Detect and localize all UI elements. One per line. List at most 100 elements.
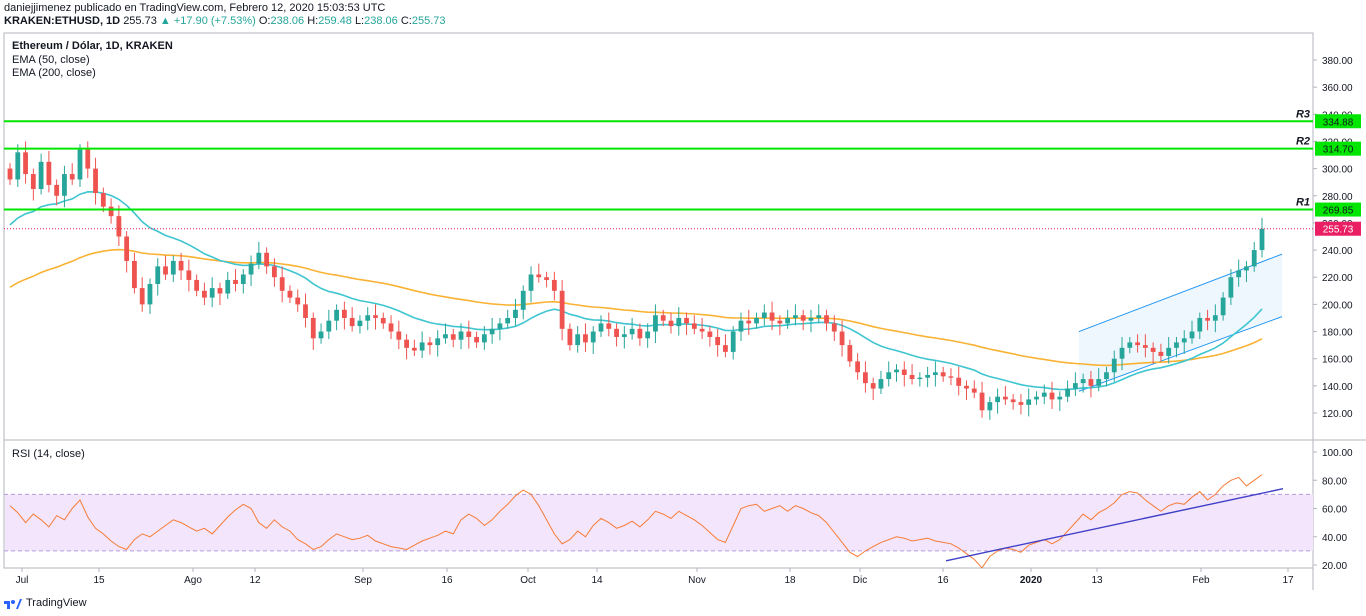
candle-body [388,323,394,332]
candle-body [271,266,277,278]
time-tick-label: Oct [520,575,536,586]
candle-body [645,331,651,339]
candle-body [15,152,21,180]
candle-body [1041,392,1047,397]
candle-body [427,342,433,346]
candle-body [761,312,767,318]
candle-body [707,331,713,337]
candle-body [474,336,479,343]
candle-body [824,315,829,324]
candle-body [46,161,52,185]
candle-body [178,260,184,271]
candle-body [38,161,44,189]
candle-body [1212,315,1218,321]
candle-body [349,317,355,327]
candle-body [513,309,518,318]
candle-body [971,388,977,393]
candle-body [497,323,503,329]
candle-body [202,290,207,298]
candle-body [606,323,612,329]
candle-body [209,288,215,298]
resistance-value-r3: 334.88 [1323,117,1354,128]
resistance-name-r1: R1 [1296,197,1310,209]
low-label: L: [354,15,365,27]
candle-body [1088,379,1094,386]
candle-body [964,385,969,389]
tradingview-logo[interactable]: TradingView [4,597,87,609]
open-label: O: [258,15,271,27]
candle-body [404,339,409,348]
candle-body [1104,372,1109,380]
candle-body [1251,250,1257,267]
ema200-legend[interactable]: EMA (200, close) [12,67,96,79]
time-tick-label: 14 [591,575,603,586]
time-tick-label: Nov [688,575,706,586]
candle-body [863,372,868,384]
time-tick-label: 16 [937,575,949,586]
candle-body [1034,396,1039,400]
candle-body [186,270,192,280]
candle-body [979,392,985,411]
tradingview-icon [4,599,22,609]
candle-body [1205,317,1210,321]
candle-body [668,320,674,327]
candle-body [1065,388,1070,397]
ema50-legend[interactable]: EMA (50, close) [12,54,90,66]
candle-body [69,174,75,180]
candle-body [1080,379,1086,384]
time-tick-label: 18 [784,575,796,586]
candle-body [287,290,293,298]
candle-body [621,334,627,337]
candle-body [653,315,658,332]
time-tick-label: Feb [1192,575,1210,586]
symbol-ohlc-bar: KRAKEN:ETHUSD, 1D 255.73 ▲ +17.90 (+7.53… [4,15,446,27]
candle-body [132,260,137,289]
candle-body [1181,338,1187,343]
candle-body [754,317,759,324]
candle-body [147,284,153,305]
candle-body [785,317,791,324]
candle-body [357,320,363,327]
candle-body [1119,347,1125,359]
time-tick-label: Sep [354,575,372,586]
price-tick-label: 220.00 [1322,273,1353,284]
high-label: H: [307,15,319,27]
change-up-icon: ▲ [159,15,171,27]
candle-body [170,260,176,275]
candle-body [1158,351,1164,356]
candle-body [878,379,884,389]
channel-lower [1078,316,1283,392]
price-tick-label: 200.00 [1322,300,1353,311]
candle-body [194,279,200,291]
price-tick-label: 380.00 [1322,56,1353,67]
candle-body [691,323,697,329]
candle-body [925,374,931,378]
rsi-legend[interactable]: RSI (14, close) [12,448,85,460]
resistance-tag-r3 [1315,114,1361,129]
candle-body [1174,342,1179,348]
candle-body [738,320,744,332]
candle-body [100,193,106,207]
low-value: 238.06 [364,15,398,27]
resistance-tag-r2 [1315,141,1361,156]
rsi-line [9,474,1263,569]
candle-body [139,288,145,305]
candle-body [1142,345,1148,348]
candle-body [1096,379,1102,386]
candle-body [956,377,962,386]
candle-body [598,323,604,332]
candle-body [816,315,822,318]
candle-body [155,266,161,285]
candle-body [240,274,246,285]
candle-body [1010,399,1016,403]
time-tick-label: 15 [93,575,105,586]
candle-body [443,334,448,339]
candle-body [1049,392,1055,400]
candle-body [551,279,557,291]
candle-body [310,317,316,339]
symbol-name: KRAKEN:ETHUSD, 1D [4,15,121,27]
price-tick-label: 160.00 [1322,355,1353,366]
candle-body [1026,399,1032,405]
rsi-tick-label: 100.00 [1322,448,1353,459]
